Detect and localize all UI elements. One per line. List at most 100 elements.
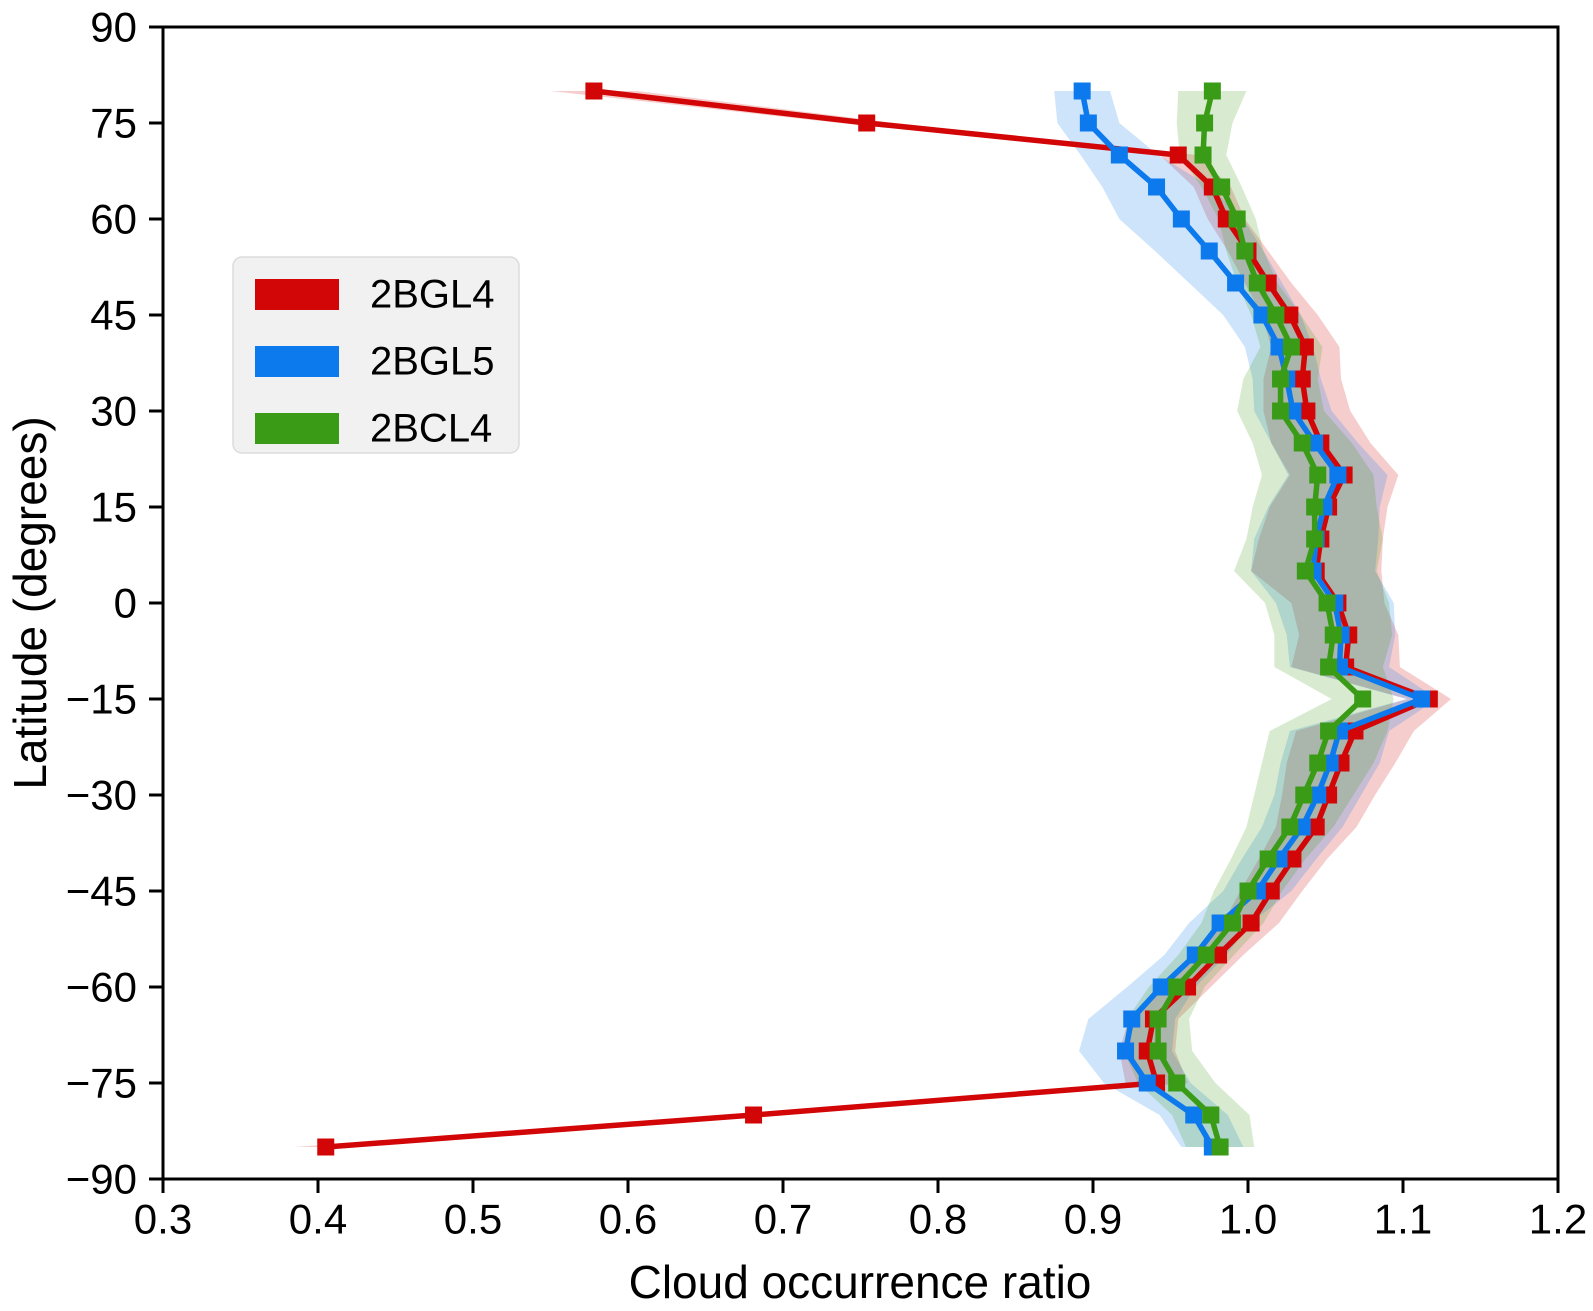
marker-2bcl4 (1306, 530, 1324, 548)
marker-2bcl4 (1213, 178, 1231, 196)
x-tick-label: 0.9 (1064, 1195, 1122, 1242)
y-tick-label: 90 (90, 4, 137, 51)
y-tick-label: −90 (66, 1156, 137, 1203)
marker-2bgl4 (1284, 850, 1302, 868)
marker-2bgl5 (1253, 306, 1271, 324)
marker-2bgl5 (1309, 786, 1327, 804)
y-tick-label: 45 (90, 292, 137, 339)
x-axis-label: Cloud occurrence ratio (629, 1256, 1092, 1308)
marker-2bgl5 (1110, 146, 1128, 164)
legend-label-2bgl4: 2BGL4 (370, 273, 495, 317)
legend-swatch-2bgl5 (255, 346, 339, 377)
marker-2bcl4 (1318, 594, 1336, 612)
marker-2bcl4 (1259, 850, 1277, 868)
marker-2bcl4 (1267, 306, 1285, 324)
marker-2bcl4 (1239, 882, 1257, 900)
marker-2bgl5 (1172, 210, 1190, 228)
marker-2bcl4 (1296, 562, 1314, 580)
legend-swatch-2bgl4 (255, 279, 339, 310)
marker-2bcl4 (1168, 978, 1186, 996)
legend-item-2bgl5: 2BGL5 (255, 340, 495, 384)
marker-2bcl4 (1224, 914, 1241, 932)
legend-swatch-2bcl4 (255, 413, 339, 444)
marker-2bcl4 (1202, 1106, 1220, 1124)
band-2bgl5 (1054, 91, 1438, 1147)
y-tick-label: −45 (66, 868, 137, 915)
x-tick-label: 1.0 (1219, 1195, 1277, 1242)
marker-2bgl5 (1138, 1074, 1156, 1092)
marker-2bgl5 (1200, 242, 1218, 260)
x-tick-label: 0.7 (754, 1195, 812, 1242)
marker-2bcl4 (1272, 402, 1290, 420)
x-tick-label: 0.8 (909, 1195, 967, 1242)
y-tick-label: 0 (114, 580, 137, 627)
marker-2bgl4 (1262, 882, 1280, 900)
marker-2bgl4 (858, 114, 876, 132)
tick-labels: 0.3 0.4 0.5 0.6 0.7 0.8 0.9 1.0 1.1 1.2 90 75 60 45 30… (66, 4, 1587, 1243)
marker-2bgl5 (1079, 114, 1097, 132)
marker-2bcl4 (1236, 242, 1254, 260)
series-2bcl4 (1149, 82, 1372, 1156)
legend-item-2bgl4: 2BGL4 (255, 273, 495, 317)
marker-2bcl4 (1168, 1074, 1186, 1092)
x-tick-label: 1.2 (1529, 1195, 1587, 1242)
marker-2bgl4 (1296, 338, 1314, 356)
y-tick-label: −30 (66, 772, 137, 819)
marker-2bgl4 (1293, 370, 1311, 388)
axes-frame-and-ticks (149, 25, 1560, 1193)
x-tick-label: 0.3 (134, 1195, 192, 1242)
marker-2bgl5 (1185, 1106, 1203, 1124)
marker-2bgl4 (317, 1138, 335, 1156)
y-tick-label: 15 (90, 484, 137, 531)
marker-2bcl4 (1282, 338, 1300, 356)
x-tick-label: 0.5 (444, 1195, 502, 1242)
marker-2bcl4 (1197, 946, 1215, 964)
uncertainty-bands (294, 91, 1452, 1147)
y-tick-label: −60 (66, 964, 137, 1011)
marker-2bgl5 (1227, 274, 1245, 292)
marker-2bcl4 (1211, 1138, 1229, 1156)
y-tick-label: 60 (90, 196, 137, 243)
x-tick-label: 0.4 (289, 1195, 347, 1242)
marker-2bcl4 (1203, 82, 1221, 100)
marker-2bgl4 (1242, 914, 1260, 932)
marker-2bgl5 (1117, 1042, 1135, 1060)
marker-2bcl4 (1324, 626, 1342, 644)
marker-2bgl5 (1329, 466, 1347, 484)
marker-2bcl4 (1320, 722, 1338, 740)
marker-2bgl4 (1298, 402, 1316, 420)
line-2bcl4 (1155, 90, 1366, 1148)
y-axis-label: Latitude (degrees) (4, 416, 56, 789)
marker-2bcl4 (1281, 818, 1299, 836)
marker-2bcl4 (1248, 274, 1266, 292)
marker-2bcl4 (1354, 690, 1372, 708)
marker-2bgl5 (1152, 978, 1170, 996)
marker-2bcl4 (1293, 434, 1311, 452)
marker-2bcl4 (1149, 1042, 1167, 1060)
marker-2bgl5 (1148, 178, 1166, 196)
y-tick-label: 30 (90, 388, 137, 435)
y-tick-label: −75 (66, 1060, 137, 1107)
marker-2bcl4 (1295, 786, 1313, 804)
marker-2bgl4 (585, 82, 603, 100)
line-2bgl5 (1079, 90, 1425, 1149)
legend: 2BGL4 2BGL5 2BCL4 (232, 256, 520, 454)
marker-2bgl4 (1169, 146, 1187, 164)
series-lines (317, 82, 1438, 1156)
marker-2bcl4 (1320, 658, 1338, 676)
y-tick-label: 75 (90, 100, 137, 147)
marker-2bcl4 (1306, 498, 1324, 516)
marker-2bgl5 (1073, 82, 1091, 100)
marker-2bgl4 (1307, 818, 1325, 836)
y-tick-label: −15 (66, 676, 137, 723)
marker-2bcl4 (1309, 466, 1327, 484)
x-tick-label: 1.1 (1374, 1195, 1432, 1242)
line-2bgl4 (325, 88, 1433, 1150)
marker-2bcl4 (1309, 754, 1327, 772)
marker-2bcl4 (1149, 1010, 1167, 1028)
legend-label-2bcl4: 2BCL4 (370, 407, 492, 451)
marker-2bcl4 (1228, 210, 1246, 228)
marker-2bgl4 (745, 1106, 763, 1124)
